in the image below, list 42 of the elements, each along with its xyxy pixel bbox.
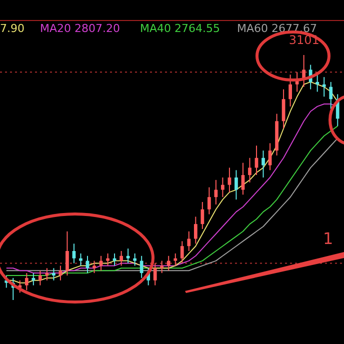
candlestick	[174, 252, 178, 266]
candlestick	[133, 252, 137, 266]
candlestick	[200, 202, 204, 230]
candlestick	[288, 74, 292, 107]
candlestick	[106, 252, 110, 266]
candlestick	[187, 230, 191, 252]
candlestick	[166, 255, 170, 272]
text: MA60 2677.67	[237, 22, 317, 35]
candlestick	[180, 240, 184, 264]
candlestick	[126, 248, 130, 264]
candlestick	[228, 167, 232, 193]
candlestick	[32, 272, 36, 286]
candlestick	[234, 170, 238, 200]
candlestick	[140, 255, 144, 278]
annotation: 3101	[288, 33, 320, 47]
candlestick	[120, 250, 123, 266]
candlestick	[52, 268, 56, 281]
candlestick	[79, 252, 82, 266]
candlestick	[153, 262, 157, 286]
candlestick	[207, 186, 211, 215]
candlestick	[24, 272, 28, 291]
candlestick	[316, 74, 320, 92]
candlestick	[45, 268, 49, 281]
annotation: 1	[323, 229, 334, 248]
text: MA40 2764.55	[140, 22, 220, 35]
candlestick	[92, 260, 96, 274]
candlestick	[38, 270, 42, 286]
candlestick	[268, 142, 272, 171]
candlestick	[322, 76, 326, 98]
candlestick	[248, 157, 252, 183]
text: MA20 2807.20	[40, 22, 120, 35]
candlestick	[221, 177, 224, 198]
candlestick	[241, 162, 245, 196]
candlestick	[112, 252, 116, 266]
candlestick	[72, 243, 76, 264]
candlestick	[160, 260, 164, 274]
text: 7.90	[0, 22, 24, 35]
candlestick	[262, 150, 265, 178]
candlestick	[58, 265, 62, 281]
candlestick	[66, 230, 69, 276]
candlestick	[329, 81, 333, 110]
candlestick	[194, 216, 198, 244]
